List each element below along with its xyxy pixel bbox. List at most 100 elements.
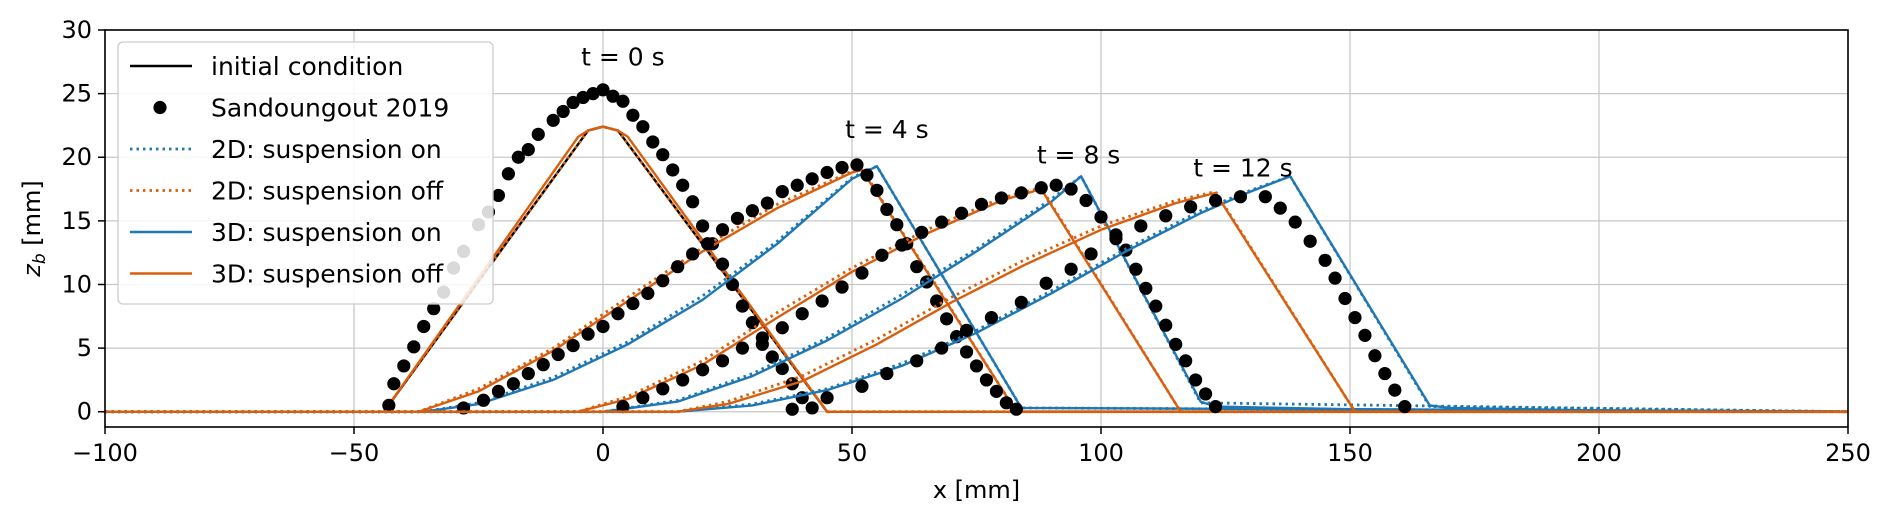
data-point: [666, 163, 680, 177]
data-point: [636, 391, 650, 405]
data-point: [959, 345, 974, 359]
data-point: [855, 379, 869, 393]
plot-frame: [104, 29, 1849, 428]
time-annotation: t = 8 s: [1037, 141, 1121, 170]
data-point: [616, 94, 630, 108]
data-point: [715, 257, 730, 271]
data-point: [1084, 247, 1098, 261]
data-point: [969, 359, 984, 373]
legend-item: initial condition: [130, 52, 403, 81]
y-axis-label: zb [mm]: [18, 180, 50, 278]
series-2d-suspension-on-t12: [105, 174, 1849, 414]
x-tick-label: 200: [1576, 439, 1622, 467]
data-point: [646, 135, 660, 149]
y-tick-label: 30: [61, 16, 92, 44]
data-point: [974, 197, 989, 211]
data-point: [730, 211, 745, 225]
data-point: [935, 215, 949, 229]
y-tick-label: 5: [77, 334, 92, 362]
data-point: [1368, 349, 1382, 363]
data-point: [880, 202, 894, 217]
data-point: [765, 350, 779, 364]
y-tick-label: 25: [61, 80, 92, 108]
data-point: [984, 310, 999, 325]
data-point: [1049, 178, 1063, 192]
data-point: [775, 184, 789, 199]
data-point: [626, 108, 640, 122]
data-point: [835, 280, 849, 294]
data-point: [1398, 400, 1412, 414]
data-point: [656, 382, 670, 396]
data-point: [511, 150, 525, 164]
series-3d-suspension-off-t0: [105, 125, 1848, 413]
data-point: [501, 167, 515, 181]
x-axis-ticks: −100 −50 0 50 100 150 200 250: [72, 427, 1871, 467]
data-point: [1288, 215, 1302, 229]
y-tick-label: 20: [61, 143, 92, 171]
data-point: [910, 260, 924, 274]
data-point: [1303, 234, 1317, 248]
data-point: [576, 90, 590, 105]
data-point: [696, 363, 710, 377]
data-point: [1338, 291, 1352, 306]
data-point: [1139, 281, 1153, 295]
data-point: [1179, 354, 1193, 368]
data-point: [700, 237, 715, 251]
data-point: [656, 148, 670, 162]
legend-label: 3D: suspension off: [211, 260, 444, 289]
data-point: [521, 366, 535, 381]
data-point: [1064, 262, 1078, 276]
data-point: [397, 359, 411, 373]
data-point: [1129, 262, 1143, 276]
data-point: [1184, 200, 1198, 214]
data-point: [860, 168, 874, 182]
x-tick-label: 150: [1327, 439, 1373, 467]
data-point: [671, 260, 685, 274]
time-annotations: t = 0 s t = 4 s t = 8 s t = 12 s: [581, 43, 1292, 183]
data-point: [1039, 276, 1053, 290]
data-point: [910, 354, 924, 368]
data-point: [1348, 310, 1362, 325]
data-point: [994, 191, 1009, 205]
data-point: [521, 143, 535, 157]
data-point: [1198, 387, 1213, 401]
data-point: [805, 172, 819, 186]
data-point: [999, 396, 1013, 410]
y-tick-label: 15: [61, 207, 92, 235]
data-point: [556, 104, 570, 119]
data-point: [1208, 193, 1223, 208]
series-3d-suspension-off-t12: [105, 191, 1848, 413]
data-point: [815, 294, 829, 308]
data-point: [930, 294, 944, 308]
series-sandoungout-2019-t12: [785, 190, 1412, 416]
data-point: [407, 340, 421, 354]
y-axis-label-unit: [mm]: [18, 180, 46, 253]
data-point: [1208, 400, 1223, 414]
data-point: [1318, 253, 1332, 267]
data-point: [775, 361, 789, 376]
y-axis-ticks: 0 5 10 15 20 25 30: [61, 16, 105, 426]
x-tick-label: −100: [72, 439, 138, 467]
data-point: [1079, 193, 1093, 208]
legend: initial condition Sandoungout 2019 2D: sus…: [117, 41, 494, 305]
data-point: [491, 384, 506, 398]
y-axis-label-main: z: [18, 263, 46, 278]
data-point: [870, 183, 884, 197]
data-point: [1109, 232, 1123, 246]
data-point: [989, 384, 1004, 398]
data-point: [959, 323, 974, 337]
data-point: [820, 165, 834, 180]
data-point: [855, 266, 869, 280]
data-point: [890, 218, 904, 232]
data-point: [417, 319, 431, 334]
data-point: [382, 398, 396, 412]
data-point: [566, 95, 580, 110]
legend-item: 3D: suspension on: [130, 218, 442, 247]
legend-item: 2D: suspension off: [130, 177, 444, 206]
series-sandoungout-2019-t8: [616, 178, 1223, 414]
x-axis-label: x [mm]: [933, 476, 1020, 504]
data-point: [1009, 402, 1023, 416]
x-tick-label: 50: [837, 439, 868, 467]
legend-item: 2D: suspension on: [130, 135, 442, 164]
series-2d-suspension-off-t4: [105, 167, 1848, 414]
